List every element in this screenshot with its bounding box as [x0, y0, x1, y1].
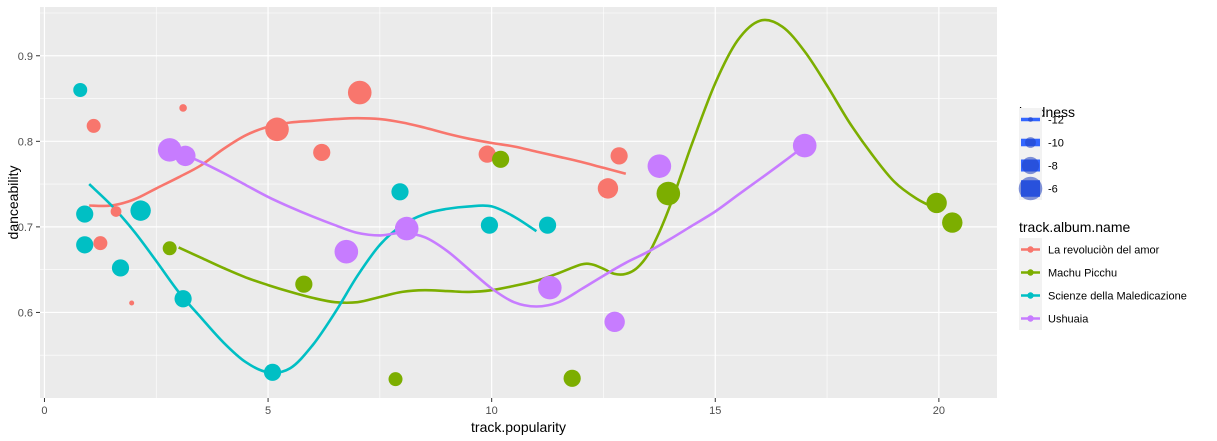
data-point-series-2 — [174, 290, 192, 308]
color-legend-dot — [1027, 269, 1034, 276]
data-point-series-2 — [480, 216, 499, 234]
color-legend: track.album.name La revoluciòn del amor M… — [1019, 219, 1187, 330]
data-point-series-3 — [538, 275, 562, 300]
data-point-series-0 — [110, 206, 122, 217]
data-point-series-0 — [610, 147, 628, 165]
size-legend-dot — [1018, 176, 1043, 201]
x-tick-label: 10 — [486, 405, 498, 417]
data-point-series-0 — [313, 143, 331, 162]
color-legend-dot — [1027, 315, 1034, 322]
y-tick-label: 0.7 — [18, 222, 33, 234]
smooth-line-series-0 — [89, 116, 627, 208]
color-legend-label: Ushuaia — [1048, 314, 1089, 326]
data-points — [73, 80, 963, 387]
smooth-lines — [88, 18, 940, 374]
axis-ticks: 0 5 10 15 20 0.6 0.7 0.8 0.9 — [18, 51, 945, 417]
data-point-series-0 — [478, 145, 496, 163]
data-point-series-3 — [792, 133, 817, 158]
data-point-series-0 — [179, 104, 187, 112]
x-axis-title: track.popularity — [471, 419, 566, 435]
data-point-series-3 — [394, 216, 419, 241]
data-point-series-2 — [263, 363, 282, 381]
data-point-series-1 — [388, 372, 403, 387]
data-point-series-3 — [175, 145, 196, 167]
data-point-series-3 — [647, 154, 672, 178]
y-tick-label: 0.6 — [18, 307, 33, 319]
data-point-series-2 — [111, 259, 130, 277]
data-point-series-3 — [334, 239, 359, 264]
color-legend-label: Scienze della Maledicazione — [1048, 291, 1187, 303]
data-point-series-0 — [86, 118, 101, 133]
color-legend-dot — [1027, 246, 1034, 253]
size-legend-label: -12 — [1048, 115, 1064, 127]
data-point-series-2 — [538, 216, 557, 234]
data-point-series-0 — [129, 300, 135, 306]
data-point-series-2 — [130, 200, 151, 221]
data-point-series-2 — [76, 236, 94, 254]
color-legend-dot — [1027, 292, 1034, 299]
size-legend-label: -10 — [1048, 138, 1064, 150]
data-point-series-1 — [563, 369, 581, 387]
data-point-series-1 — [926, 192, 947, 214]
y-axis-title: danceability — [5, 166, 21, 240]
data-point-series-1 — [942, 212, 963, 233]
data-point-series-0 — [347, 80, 372, 105]
plot-panel — [40, 7, 997, 398]
y-tick-label: 0.9 — [18, 51, 33, 63]
data-point-series-2 — [73, 82, 88, 97]
data-point-series-2 — [76, 205, 94, 223]
data-point-series-2 — [391, 183, 409, 201]
data-point-series-0 — [93, 236, 108, 251]
data-point-series-1 — [162, 241, 177, 256]
data-point-series-1 — [492, 150, 510, 168]
y-tick-label: 0.8 — [18, 136, 33, 148]
size-legend-dot — [1028, 117, 1033, 122]
color-legend-label: Machu Picchu — [1048, 268, 1117, 280]
size-legend-dot — [1021, 156, 1040, 175]
size-legend: loudness -12-10-8-6 — [1018, 104, 1075, 201]
size-legend-label: -6 — [1048, 184, 1058, 196]
data-point-series-1 — [656, 181, 681, 206]
smooth-line-series-2 — [88, 183, 538, 374]
smooth-line-series-3 — [178, 144, 806, 308]
grid-lines — [40, 7, 997, 398]
data-point-series-3 — [604, 311, 625, 333]
x-tick-label: 5 — [265, 405, 271, 417]
x-tick-label: 0 — [41, 405, 47, 417]
data-point-series-1 — [295, 275, 313, 293]
x-tick-label: 15 — [709, 405, 721, 417]
size-legend-dot — [1025, 137, 1036, 148]
color-legend-title: track.album.name — [1019, 219, 1130, 235]
size-legend-label: -8 — [1048, 161, 1058, 173]
data-point-series-0 — [597, 178, 619, 199]
data-point-series-0 — [265, 117, 289, 142]
color-legend-label: La revoluciòn del amor — [1048, 245, 1160, 257]
smooth-line-series-1 — [178, 18, 940, 305]
x-tick-label: 20 — [933, 405, 945, 417]
